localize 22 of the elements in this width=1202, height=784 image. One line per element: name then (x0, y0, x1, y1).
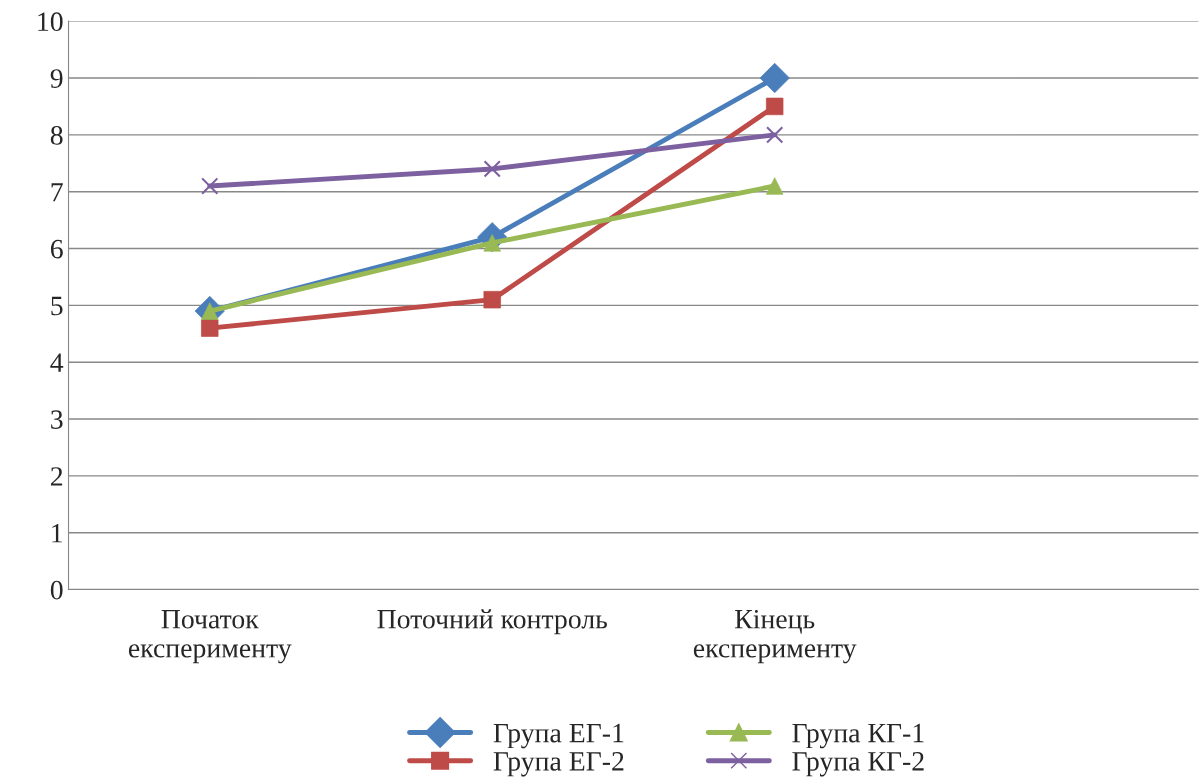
y-tick-label: 10 (38, 12, 63, 32)
point (201, 177, 219, 195)
legend-label: Група ЕГ-2 (493, 752, 624, 777)
y-tick-label: 7 (51, 183, 63, 202)
point (766, 126, 784, 144)
point (483, 160, 501, 178)
y-tick-label: 4 (50, 353, 64, 372)
y-tick-label: 3 (51, 410, 63, 429)
y-tick-label: 2 (50, 467, 63, 486)
point (483, 291, 501, 309)
y-tick-label: 1 (52, 524, 62, 543)
y-tick-label: 6 (50, 239, 63, 259)
legend-label: Група КГ-1 (792, 723, 924, 749)
x-tick-label: Поточний контроль (377, 609, 607, 635)
legend-label: Група ЕГ-1 (493, 723, 624, 749)
x-tick-label: Початок експерименту (128, 610, 292, 664)
y-tick-label: 5 (51, 296, 63, 316)
y-tick-label: 8 (50, 126, 63, 145)
legend-label: Група КГ-2 (792, 752, 924, 777)
y-tick-label: 0 (50, 580, 63, 600)
y-tick-label: 9 (50, 69, 63, 88)
x-tick-label: Кінець експерименту (693, 609, 857, 664)
